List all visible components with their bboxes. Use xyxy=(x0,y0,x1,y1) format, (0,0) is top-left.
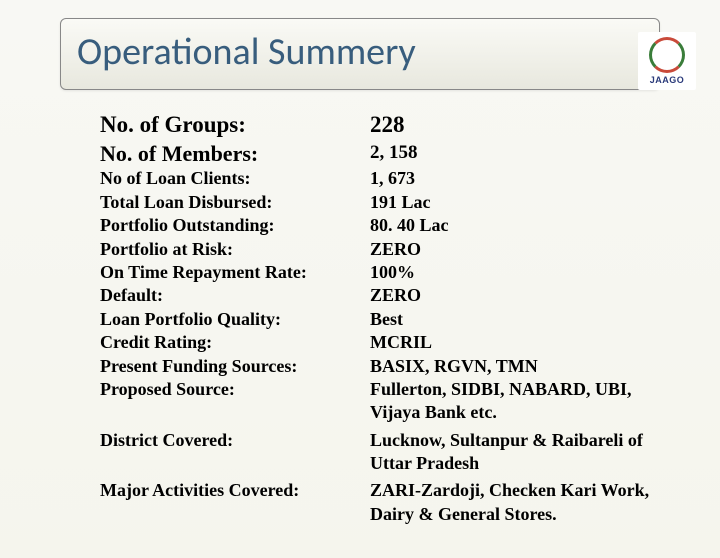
value: ZARI-Zardoji, Checken Kari Work, Dairy &… xyxy=(370,479,660,526)
row-portfolio-risk: Portfolio at Risk: ZERO xyxy=(100,238,660,261)
value: Lucknow, Sultanpur & Raibareli of Uttar … xyxy=(370,429,660,476)
label: On Time Repayment Rate: xyxy=(100,261,370,284)
label: No of Loan Clients: xyxy=(100,167,370,190)
label: Loan Portfolio Quality: xyxy=(100,308,370,331)
row-repayment-rate: On Time Repayment Rate: 100% xyxy=(100,261,660,284)
row-proposed-source: Proposed Source: Fullerton, SIDBI, NABAR… xyxy=(100,378,660,425)
value: 80. 40 Lac xyxy=(370,214,660,237)
value: BASIX, RGVN, TMN xyxy=(370,355,660,378)
logo-text: JAAGO xyxy=(650,75,685,85)
logo-icon xyxy=(649,37,685,73)
value: 191 Lac xyxy=(370,191,660,214)
row-district-covered: District Covered: Lucknow, Sultanpur & R… xyxy=(100,429,660,476)
label: Proposed Source: xyxy=(100,378,370,425)
label: Major Activities Covered: xyxy=(100,479,370,526)
row-activities-covered: Major Activities Covered: ZARI-Zardoji, … xyxy=(100,479,660,526)
row-loan-disbursed: Total Loan Disbursed: 191 Lac xyxy=(100,191,660,214)
summary-table: No. of Groups: 228 No. of Members: 2, 15… xyxy=(100,110,660,526)
label: Present Funding Sources: xyxy=(100,355,370,378)
label: Portfolio Outstanding: xyxy=(100,214,370,237)
title-bar: Operational Summery xyxy=(60,18,660,90)
row-default: Default: ZERO xyxy=(100,284,660,307)
value: MCRIL xyxy=(370,331,660,354)
label: Default: xyxy=(100,284,370,307)
value: 100% xyxy=(370,261,660,284)
row-portfolio-quality: Loan Portfolio Quality: Best xyxy=(100,308,660,331)
row-loan-clients: No of Loan Clients: 1, 673 xyxy=(100,167,660,190)
value: Best xyxy=(370,308,660,331)
row-portfolio-outstanding: Portfolio Outstanding: 80. 40 Lac xyxy=(100,214,660,237)
row-groups: No. of Groups: 228 xyxy=(100,110,660,140)
value: ZERO xyxy=(370,238,660,261)
value: 1, 673 xyxy=(370,167,660,190)
label: District Covered: xyxy=(100,429,370,476)
label: Credit Rating: xyxy=(100,331,370,354)
label: No. of Groups: xyxy=(100,110,370,140)
row-credit-rating: Credit Rating: MCRIL xyxy=(100,331,660,354)
row-members: No. of Members: 2, 158 xyxy=(100,140,660,168)
value: Fullerton, SIDBI, NABARD, UBI, Vijaya Ba… xyxy=(370,378,660,425)
value: 228 xyxy=(370,110,660,140)
label: Total Loan Disbursed: xyxy=(100,191,370,214)
label: Portfolio at Risk: xyxy=(100,238,370,261)
label: No. of Members: xyxy=(100,140,370,168)
value: ZERO xyxy=(370,284,660,307)
row-funding-sources: Present Funding Sources: BASIX, RGVN, TM… xyxy=(100,355,660,378)
logo: JAAGO xyxy=(638,32,696,90)
value: 2, 158 xyxy=(370,140,660,168)
page-title: Operational Summery xyxy=(77,29,643,75)
